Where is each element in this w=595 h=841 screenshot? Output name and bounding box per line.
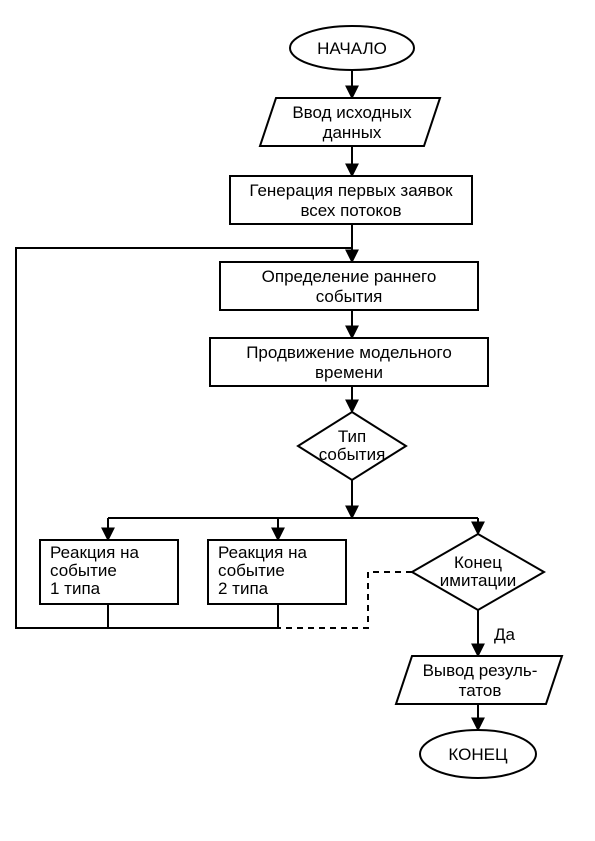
node-gen-line2: всех потоков xyxy=(300,201,401,220)
node-endsim-line1: Конец xyxy=(454,553,502,572)
node-gen-line1: Генерация первых заявок xyxy=(249,181,453,200)
node-early-line1: Определение раннего xyxy=(262,267,437,286)
node-r1-line2: событие xyxy=(50,561,117,580)
node-advance-line2: времени xyxy=(315,363,383,382)
label-yes: Да xyxy=(494,625,516,644)
node-endsim-line2: имитации xyxy=(440,571,516,590)
node-r1-line3: 1 типа xyxy=(50,579,101,598)
node-r2-line3: 2 типа xyxy=(218,579,269,598)
node-end-label: КОНЕЦ xyxy=(448,745,508,764)
node-input-line1: Ввод исходных xyxy=(292,103,412,122)
node-etype-line2: события xyxy=(319,445,386,464)
node-r1-line1: Реакция на xyxy=(50,543,139,562)
node-early-line2: события xyxy=(316,287,383,306)
node-output-line2: татов xyxy=(459,681,502,700)
node-etype-line1: Тип xyxy=(338,427,366,446)
node-start-label: НАЧАЛО xyxy=(317,39,387,58)
node-input-line2: данных xyxy=(323,123,382,142)
node-r2-line1: Реакция на xyxy=(218,543,307,562)
node-output-line1: Вывод резуль- xyxy=(423,661,538,680)
node-r2-line2: событие xyxy=(218,561,285,580)
node-advance-line1: Продвижение модельного xyxy=(246,343,452,362)
